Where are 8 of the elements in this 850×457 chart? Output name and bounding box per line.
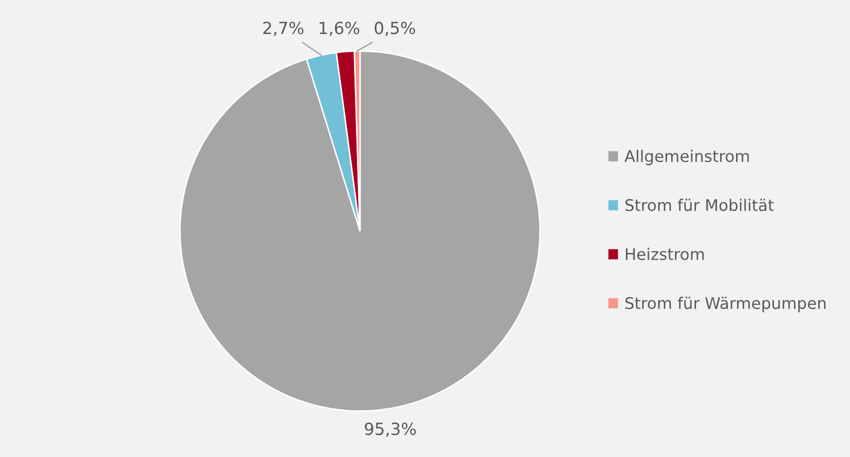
legend-label: Strom für Wärmepumpen <box>625 296 826 312</box>
legend-label: Strom für Mobilität <box>625 198 774 212</box>
data-label: 0,5% <box>374 22 416 36</box>
data-label: 2,7% <box>263 22 304 36</box>
legend-label: Allgemeinstrom <box>624 150 749 166</box>
data-label: 95,3% <box>364 422 416 437</box>
data-label: 1,6% <box>320 22 360 36</box>
legend-label: Heizstrom <box>626 248 704 260</box>
